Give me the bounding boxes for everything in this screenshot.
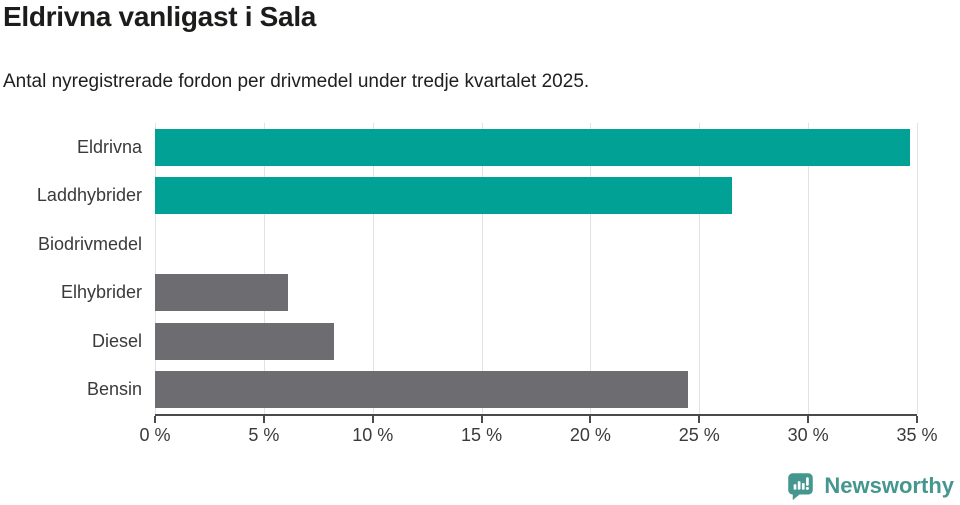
value-axis: 0 % 5 % 10 % 15 % 20 % 25 % 30 % 35 %	[139, 416, 938, 453]
bar	[155, 177, 732, 215]
bar-chart: Eldrivna Laddhybrider Biodrivmedel Elhybrid…	[0, 123, 960, 453]
x-axis-tick	[371, 416, 374, 423]
gridline	[917, 123, 918, 414]
bar	[155, 322, 334, 360]
bar-row	[155, 317, 917, 366]
x-axis-tick-label: 20 %	[569, 425, 611, 445]
category-label: Diesel	[91, 330, 142, 351]
chart-title: Eldrivna vanligast i Sala	[3, 1, 317, 32]
category-label: Bensin	[86, 379, 142, 400]
bar-row	[155, 220, 917, 269]
bar	[155, 274, 288, 312]
x-axis-tick-label: 15 %	[461, 425, 503, 445]
x-axis-tick	[698, 416, 701, 423]
x-axis-tick	[916, 416, 918, 423]
gridline	[699, 123, 701, 414]
category-label: Elhybrider	[60, 282, 142, 303]
x-axis-tick-label: 30 %	[787, 425, 829, 445]
bar-row	[155, 269, 917, 318]
category-axis: Eldrivna Laddhybrider Biodrivmedel Elhybrid…	[0, 123, 142, 414]
x-axis-tick-label: 35 %	[896, 425, 938, 445]
bar-row	[155, 172, 917, 221]
bar-row	[155, 123, 917, 172]
gridline	[155, 123, 156, 414]
gridline	[808, 123, 810, 414]
bar	[155, 128, 911, 166]
chart-subtitle: Antal nyregistrerade fordon per drivmede…	[3, 71, 590, 92]
bar	[155, 371, 689, 409]
x-axis-tick-label: 5 %	[248, 425, 280, 445]
gridline	[263, 123, 265, 414]
plot-area	[155, 123, 918, 416]
x-axis-tick-label: 25 %	[678, 425, 720, 445]
category-label: Eldrivna	[76, 136, 142, 157]
newsworthy-logo: Newsworthy	[785, 470, 954, 501]
x-axis-tick	[154, 416, 156, 423]
newsworthy-wordmark: Newsworthy	[824, 472, 954, 498]
x-axis-tick	[262, 416, 265, 423]
bar-row	[155, 366, 917, 415]
gridline	[372, 123, 374, 414]
x-axis-tick-label: 0 %	[139, 425, 171, 445]
x-axis-tick-label: 10 %	[352, 425, 394, 445]
newsworthy-icon	[788, 473, 814, 501]
gridline	[481, 123, 483, 414]
x-axis-tick	[589, 416, 592, 423]
category-label: Laddhybrider	[36, 185, 142, 206]
x-axis-tick	[480, 416, 483, 423]
x-axis-tick	[807, 416, 810, 423]
category-label: Biodrivmedel	[37, 233, 142, 254]
gridline	[590, 123, 592, 414]
